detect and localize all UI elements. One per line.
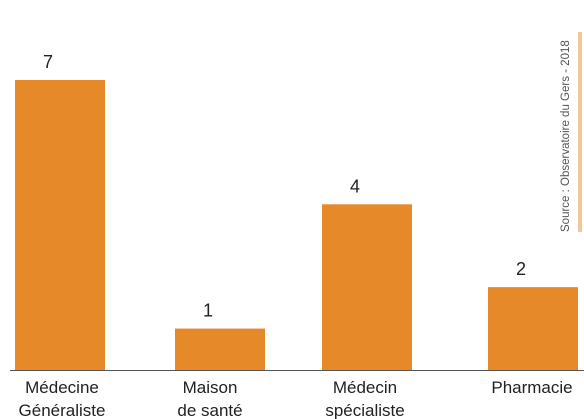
value-label-0: 7 [43, 52, 53, 72]
value-labels-group: 7 1 4 2 [43, 52, 526, 321]
category-label-0-line-1: Généraliste [19, 401, 106, 419]
source-accent-bar [578, 32, 582, 232]
bar-0 [15, 80, 105, 370]
category-label-1-line-1: de santé [177, 401, 242, 419]
category-label-2-line-1: spécialiste [325, 401, 404, 419]
category-labels-group: Médecine Généraliste Maison de santé Médecin… [19, 378, 573, 419]
bar-1 [175, 328, 265, 370]
category-label-0-line-0: Médecine [25, 378, 99, 397]
category-label-2-line-0: Médecin [333, 378, 397, 397]
category-label-1-line-0: Maison [183, 378, 238, 397]
value-label-1: 1 [203, 301, 213, 321]
bars-group [15, 80, 578, 370]
bar-3 [488, 287, 578, 370]
source-note: Source : Observatoire du Gers - 2018 [560, 40, 572, 232]
bar-2 [322, 204, 412, 370]
value-label-2: 4 [350, 176, 360, 196]
value-label-3: 2 [516, 259, 526, 279]
category-label-3-line-0: Pharmacie [491, 378, 572, 397]
